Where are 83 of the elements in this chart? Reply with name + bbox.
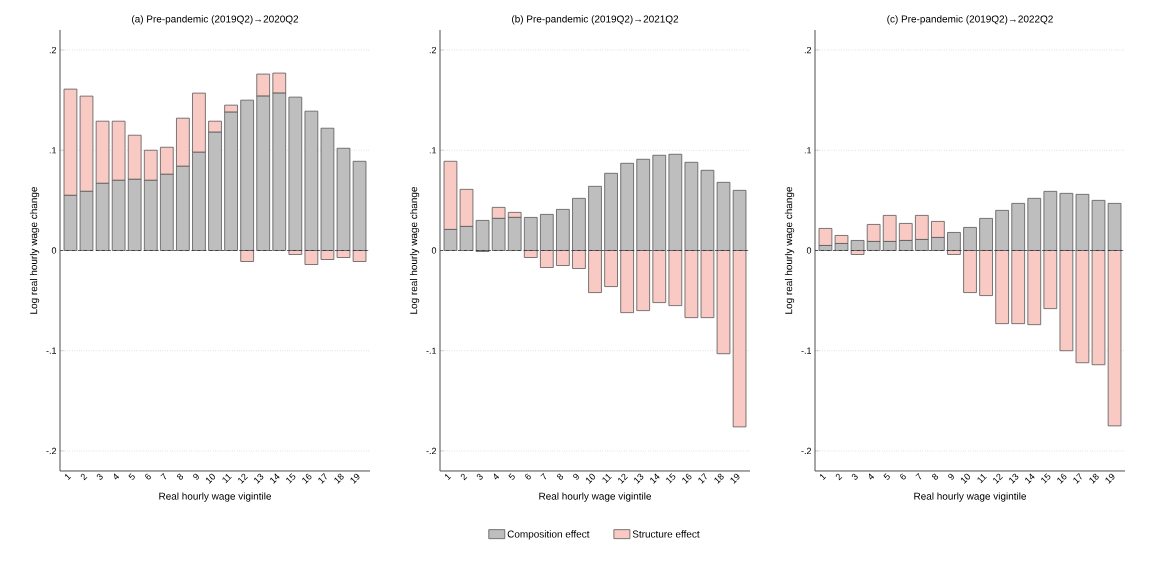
x-tick-label: 3 (96, 473, 103, 480)
x-tick-label: 1 (64, 474, 72, 481)
y-axis-title: Log real hourly wage change (409, 186, 420, 314)
y-tick-label: 0 (806, 247, 812, 254)
y-axis-title: Log real hourly wage change (29, 186, 40, 314)
x-axis-title: Real hourly wage vigintile (159, 492, 272, 502)
x-tick-label: 2 (80, 473, 88, 481)
x-tick-label: 5 (883, 473, 890, 480)
x-tick-label: 8 (932, 473, 939, 480)
y-tick-label: -.2 (46, 447, 57, 455)
x-tick-label: 15 (286, 473, 296, 484)
x-tick-label: 2 (835, 473, 843, 481)
x-tick-label: 2 (460, 473, 468, 481)
x-tick-label: 13 (254, 473, 264, 484)
x-tick-label: 18 (1089, 473, 1099, 484)
x-axis-title: Real hourly wage vigintile (914, 492, 1027, 502)
x-tick-label: 16 (1057, 473, 1067, 484)
x-tick-label: 11 (222, 474, 232, 484)
x-tick-label: 13 (634, 473, 644, 484)
x-tick-label: 4 (113, 473, 119, 480)
x-tick-label: 9 (948, 473, 954, 480)
x-tick-label: 9 (573, 473, 579, 480)
x-tick-label: 3 (476, 473, 483, 480)
x-tick-label: 19 (350, 473, 360, 484)
x-tick-label: 8 (557, 473, 564, 480)
x-tick-label: 18 (334, 473, 344, 484)
y-tick-label: 0 (431, 247, 437, 254)
legend-label: Composition effect (507, 530, 590, 540)
y-axis-title: Log real hourly wage change (784, 186, 795, 314)
y-tick-label: -.1 (426, 347, 437, 354)
x-axis-title: Real hourly wage vigintile (539, 492, 652, 502)
x-tick-label: 12 (618, 473, 628, 484)
x-tick-label: 3 (851, 473, 858, 480)
x-tick-label: 16 (302, 473, 312, 484)
x-tick-label: 6 (145, 473, 151, 480)
x-tick-label: 19 (730, 473, 740, 484)
chart-title: (a) Pre-pandemic (2019Q2)→2020Q2 (132, 15, 299, 25)
x-tick-label: 17 (1073, 473, 1082, 484)
y-tick-label: 0 (51, 247, 57, 254)
y-tick-label: -.2 (801, 447, 812, 455)
x-tick-label: 17 (698, 473, 707, 484)
x-tick-label: 14 (270, 473, 280, 484)
x-tick-label: 10 (961, 473, 971, 484)
y-tick-label: .2 (49, 46, 57, 54)
y-tick-label: .2 (429, 46, 437, 54)
x-tick-label: 11 (602, 474, 612, 484)
y-tick-label: -.2 (426, 447, 437, 455)
y-tick-label: .1 (804, 147, 812, 154)
x-tick-label: 10 (206, 473, 215, 484)
x-tick-label: 4 (869, 473, 874, 480)
x-tick-label: 7 (915, 473, 922, 480)
x-tick-label: 14 (1025, 473, 1035, 484)
x-tick-label: 15 (1041, 473, 1051, 484)
x-tick-label: 19 (1105, 473, 1115, 484)
chart-title: (c) Pre-pandemic (2019Q2)→2022Q2 (887, 15, 1053, 25)
x-tick-label: 16 (682, 473, 692, 484)
y-tick-label: -.1 (801, 347, 812, 354)
x-tick-label: 13 (1009, 473, 1019, 484)
y-tick-label: .1 (49, 147, 57, 154)
x-tick-label: 18 (714, 473, 724, 484)
x-tick-label: 9 (193, 473, 199, 480)
x-tick-label: 14 (650, 473, 660, 484)
y-tick-label: .1 (429, 147, 437, 154)
x-tick-label: 6 (900, 473, 906, 480)
x-tick-label: 12 (238, 473, 248, 484)
x-tick-label: 4 (494, 473, 499, 480)
x-tick-label: 5 (128, 473, 135, 480)
x-tick-label: 11 (977, 474, 987, 484)
x-tick-label: 15 (666, 473, 676, 484)
x-tick-label: 17 (318, 473, 327, 484)
legend-label: Structure effect (632, 530, 700, 538)
x-tick-label: 10 (586, 473, 596, 484)
y-tick-label: .2 (804, 46, 812, 54)
x-tick-label: 6 (525, 473, 531, 480)
y-tick-label: -.1 (46, 347, 57, 354)
chart-title: (b) Pre-pandemic (2019Q2)→2021Q2 (512, 15, 679, 25)
x-tick-label: 7 (160, 473, 167, 480)
x-tick-label: 1 (444, 474, 452, 481)
x-tick-label: 5 (508, 473, 515, 480)
x-tick-label: 12 (993, 473, 1003, 484)
x-tick-label: 8 (177, 473, 184, 480)
x-tick-label: 1 (819, 474, 827, 481)
x-tick-label: 7 (540, 473, 547, 480)
